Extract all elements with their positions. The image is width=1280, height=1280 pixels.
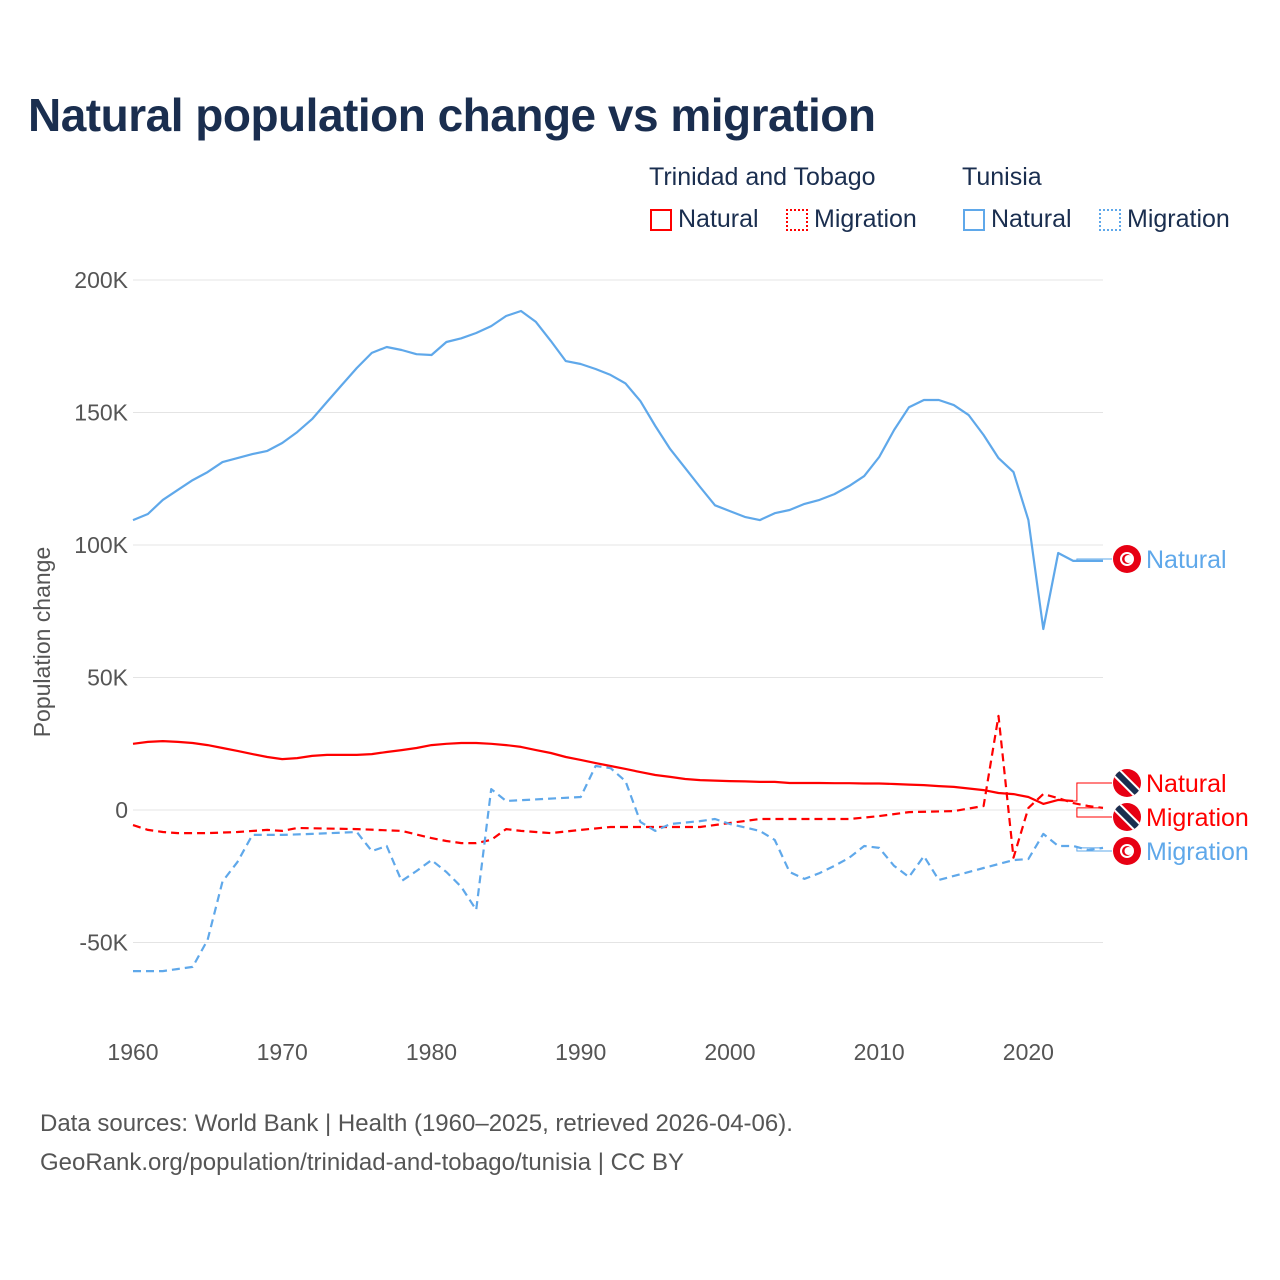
- series-end-label: Natural: [1146, 546, 1227, 574]
- y-tick-label: 100K: [74, 532, 128, 558]
- label-connector: [1076, 847, 1112, 852]
- crescent-inner: [1124, 555, 1133, 563]
- trinidad-natural-line: [132, 740, 1074, 805]
- x-tick-label: 1960: [107, 1039, 158, 1065]
- footer-source: Data sources: World Bank | Health (1960–…: [40, 1110, 793, 1137]
- x-tick-label: 2010: [854, 1039, 905, 1065]
- legend-tn-natural[interactable]: Natural: [963, 205, 1072, 234]
- tunisia-natural-line: [132, 309, 1103, 631]
- label-connector: [1076, 807, 1112, 818]
- swatch-dotted-blue: [1099, 208, 1121, 231]
- legend-label: Natural: [678, 205, 759, 233]
- legend-label: Migration: [1127, 205, 1230, 233]
- legend-tn-migration[interactable]: Migration: [1099, 205, 1230, 234]
- trinidad-migration-line: [132, 714, 1104, 859]
- swatch-solid-red: [650, 208, 672, 231]
- x-tick-label: 1990: [555, 1039, 606, 1065]
- y-tick-label: 200K: [74, 267, 128, 293]
- x-tick-label: 2020: [1003, 1039, 1054, 1065]
- tunisia-migration-line: [133, 764, 1104, 973]
- legend-tt-migration[interactable]: Migration: [786, 205, 917, 234]
- legend-tt-natural[interactable]: Natural: [650, 205, 759, 234]
- trinidad-flag-icon: [1113, 803, 1141, 831]
- label-connector: [1073, 782, 1112, 802]
- swatch-dotted-red: [786, 208, 808, 231]
- crescent-inner: [1124, 847, 1133, 855]
- x-tick-label: 1970: [257, 1039, 308, 1065]
- trinidad-flag-icon: [1113, 769, 1141, 797]
- tunisia-flag-icon: [1113, 837, 1141, 865]
- series-end-label: Natural: [1146, 770, 1227, 798]
- flag-stripe-black: [1113, 769, 1141, 797]
- y-tick-label: 0: [115, 797, 128, 823]
- legend-label: Migration: [814, 205, 917, 233]
- legend-group-tunisia: Tunisia: [962, 163, 1042, 191]
- y-tick-label: 150K: [74, 400, 128, 426]
- footer-url[interactable]: GeoRank.org/population/trinidad-and-toba…: [40, 1149, 684, 1176]
- x-tick-label: 1980: [406, 1039, 457, 1065]
- y-axis-label: Population change: [29, 547, 55, 738]
- flag-stripe-black: [1113, 803, 1141, 831]
- legend-label: Natural: [991, 205, 1072, 233]
- tunisia-flag-icon: [1113, 545, 1141, 573]
- chart-title: Natural population change vs migration: [28, 89, 876, 141]
- y-tick-label: 50K: [87, 665, 129, 691]
- legend-group-trinidad: Trinidad and Tobago: [649, 163, 876, 191]
- x-tick-label: 2000: [704, 1039, 755, 1065]
- series-end-label: Migration: [1146, 804, 1249, 832]
- label-connector: [1076, 558, 1112, 562]
- y-tick-label: -50K: [79, 930, 128, 956]
- series-end-label: Migration: [1146, 838, 1249, 866]
- swatch-solid-blue: [963, 208, 985, 231]
